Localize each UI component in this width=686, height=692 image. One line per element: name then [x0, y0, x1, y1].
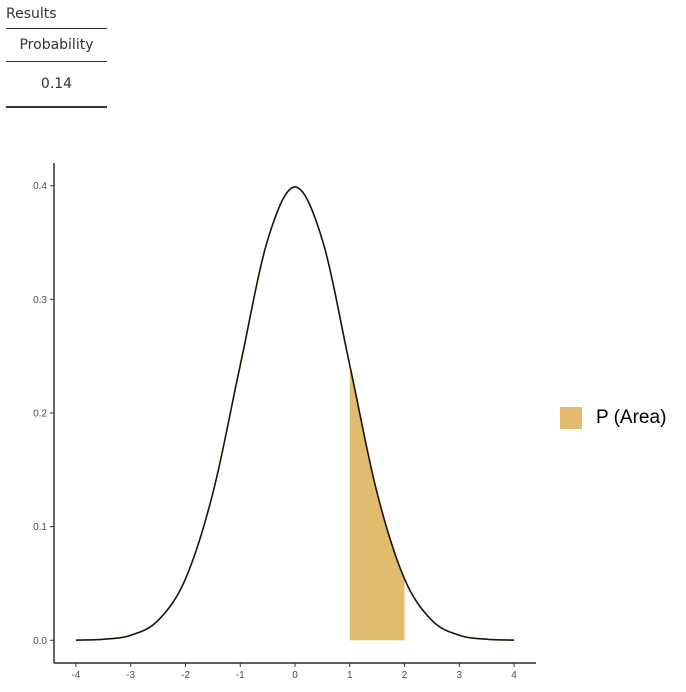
y-tick-label: 0.0	[33, 636, 47, 647]
legend-swatch	[560, 407, 582, 429]
results-title: Results	[6, 4, 107, 29]
legend-label: P (Area)	[596, 407, 667, 428]
x-tick-label: 3	[457, 670, 463, 681]
y-tick-label: 0.1	[33, 522, 47, 533]
x-tick-label: 4	[511, 670, 517, 681]
x-tick-label: -1	[236, 670, 245, 681]
y-tick-label: 0.2	[33, 409, 47, 420]
probability-value: 0.14	[6, 62, 107, 108]
x-tick-label: -2	[181, 670, 190, 681]
probability-column-header: Probability	[6, 29, 107, 62]
x-tick-label: 2	[402, 670, 408, 681]
results-table: Results Probability 0.14	[6, 4, 107, 108]
x-tick-label: 1	[347, 670, 353, 681]
y-tick-label: 0.4	[33, 181, 47, 192]
x-tick-label: -3	[126, 670, 135, 681]
y-tick-label: 0.3	[33, 295, 47, 306]
plot-area: 0.0 0.1 0.2 0.3 0.4 -4 -3 -2 -1 0 1 2 3 4	[33, 163, 536, 681]
density-curve	[75, 186, 515, 641]
legend: P (Area)	[560, 406, 666, 430]
x-tick-label: -4	[71, 670, 80, 681]
x-tick-label: 0	[292, 670, 298, 681]
